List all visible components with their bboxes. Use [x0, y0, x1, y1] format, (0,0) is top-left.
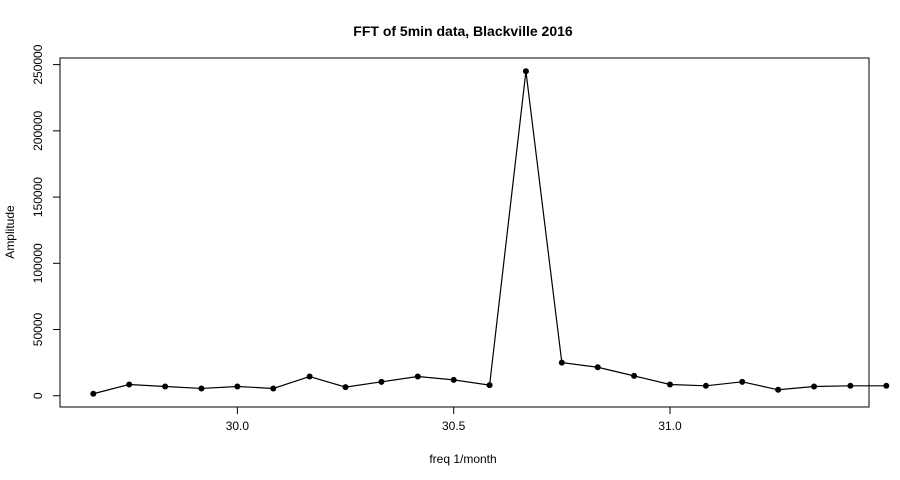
series-line — [93, 71, 887, 395]
data-point — [306, 373, 313, 380]
plot-frame — [59, 57, 870, 408]
data-point — [883, 382, 890, 389]
data-point — [126, 381, 133, 388]
chart-title: FFT of 5min data, Blackville 2016 — [353, 23, 573, 39]
data-point — [522, 68, 529, 75]
y-axis-label: Amplitude — [3, 205, 17, 259]
data-point — [702, 382, 709, 389]
x-tick-label: 31.0 — [658, 419, 682, 433]
data-point — [198, 385, 205, 392]
x-tick-label: 30.0 — [226, 419, 250, 433]
x-tick-label: 30.5 — [442, 419, 466, 433]
data-point — [450, 376, 457, 383]
data-point — [342, 384, 349, 391]
data-point — [631, 372, 638, 379]
data-point — [666, 381, 673, 388]
y-tick-label: 250000 — [31, 44, 45, 84]
data-point — [594, 364, 601, 371]
y-tick-label: 0 — [31, 392, 45, 399]
data-point — [90, 390, 97, 397]
data-point — [270, 385, 277, 392]
x-axis: 30.0 30.5 31.0 — [226, 406, 682, 433]
data-point — [739, 378, 746, 385]
data-point — [378, 378, 385, 385]
data-point — [414, 373, 421, 380]
y-tick-label: 200000 — [31, 111, 45, 151]
data-point — [775, 386, 782, 393]
x-axis-label: freq 1/month — [429, 452, 496, 466]
series-group — [90, 68, 890, 397]
y-tick-label: 100000 — [31, 243, 45, 283]
data-point — [811, 383, 818, 390]
data-point — [234, 383, 241, 390]
data-point — [486, 382, 493, 389]
y-tick-label: 50000 — [31, 313, 45, 347]
data-point — [847, 382, 854, 389]
data-point — [162, 383, 169, 390]
y-axis: 0 50000 100000 150000 200000 250000 — [31, 44, 61, 399]
data-point — [558, 359, 565, 366]
y-tick-label: 150000 — [31, 177, 45, 217]
